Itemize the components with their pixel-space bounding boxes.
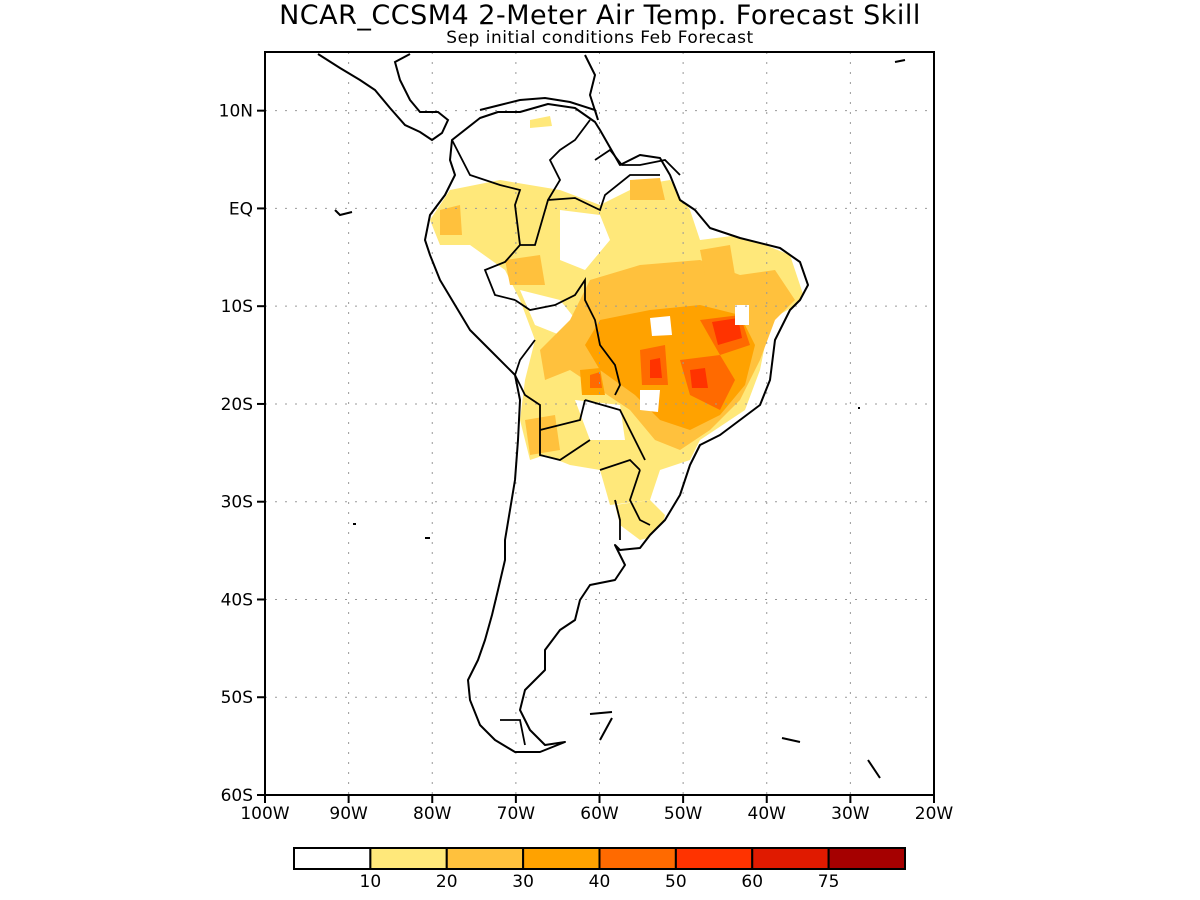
skill-region-10-20	[530, 116, 552, 128]
colorbar-swatch	[522, 847, 601, 870]
colorbar-swatch	[598, 847, 677, 870]
skill-region-40-50	[680, 355, 735, 410]
lon-tick-label: 90W	[329, 804, 368, 824]
colorbar-label: 50	[665, 872, 687, 892]
colorbar-swatch	[369, 847, 448, 870]
lat-tick-label: 10S	[221, 297, 253, 317]
colorbar-label: 60	[741, 872, 763, 892]
map-title: NCAR_CCSM4 2-Meter Air Temp. Forecast Sk…	[279, 0, 921, 31]
colorbar-label: 40	[589, 872, 611, 892]
map-grid	[265, 52, 934, 795]
skill-region-20-30	[700, 245, 735, 275]
central-america-coastline	[317, 53, 450, 142]
lon-tick-label: 40W	[748, 804, 787, 824]
skill-region-50-60	[690, 368, 708, 388]
lon-tick-label: 100W	[240, 804, 289, 824]
latitude-axis: 10N EQ 10S 20S 30S 40S 50S 60S	[219, 102, 265, 806]
skill-hole	[560, 210, 610, 270]
map-subtitle: Sep initial conditions Feb Forecast	[446, 28, 754, 48]
colorbar-swatch	[674, 847, 754, 870]
colorbar-label: 75	[818, 872, 840, 892]
south-america-coastline	[424, 103, 809, 753]
skill-region-20-30	[440, 205, 462, 235]
skill-shading	[335, 52, 805, 540]
lat-tick-label: 50S	[221, 688, 253, 708]
skill-hole	[520, 290, 580, 335]
lon-tick-label: 50W	[664, 804, 703, 824]
caribbean-coastline	[479, 54, 599, 121]
colorbar: 10 20 30 40 50 60 75	[293, 847, 906, 892]
colorbar-label: 30	[512, 872, 534, 892]
lat-tick-label: 10N	[219, 102, 253, 122]
skill-region-50-60	[650, 358, 662, 378]
missing-cell	[735, 305, 749, 325]
colorbar-swatch	[445, 847, 525, 870]
lon-tick-label: 20W	[915, 804, 954, 824]
lon-tick-label: 30W	[831, 804, 870, 824]
skill-hole	[650, 316, 672, 336]
skill-region-50-60	[712, 318, 742, 345]
skill-hole	[575, 400, 625, 440]
colorbar-swatch	[293, 847, 372, 870]
lat-tick-label: 20S	[221, 395, 253, 415]
lat-tick-label: 40S	[221, 590, 253, 610]
country-borders	[451, 119, 681, 746]
colorbar-label: 10	[360, 872, 382, 892]
lat-tick-label: 60S	[221, 786, 253, 806]
colorbar-swatch	[751, 847, 830, 870]
skill-region-20-30	[525, 415, 560, 455]
islands	[334, 59, 906, 779]
lat-tick-label: 30S	[221, 493, 253, 513]
lon-tick-label: 60W	[580, 804, 619, 824]
skill-region-10-20	[335, 52, 360, 72]
colorbar-label: 20	[436, 872, 458, 892]
lon-tick-label: 70W	[497, 804, 536, 824]
skill-region-20-30	[630, 178, 665, 200]
skill-hole	[640, 390, 660, 412]
skill-region-20-30	[505, 255, 545, 285]
longitude-axis: 100W 90W 80W 70W 60W 50W 40W 30W 20W	[240, 795, 953, 824]
colorbar-swatch	[827, 847, 906, 870]
lat-tick-label: EQ	[229, 199, 253, 219]
lon-tick-label: 80W	[413, 804, 452, 824]
